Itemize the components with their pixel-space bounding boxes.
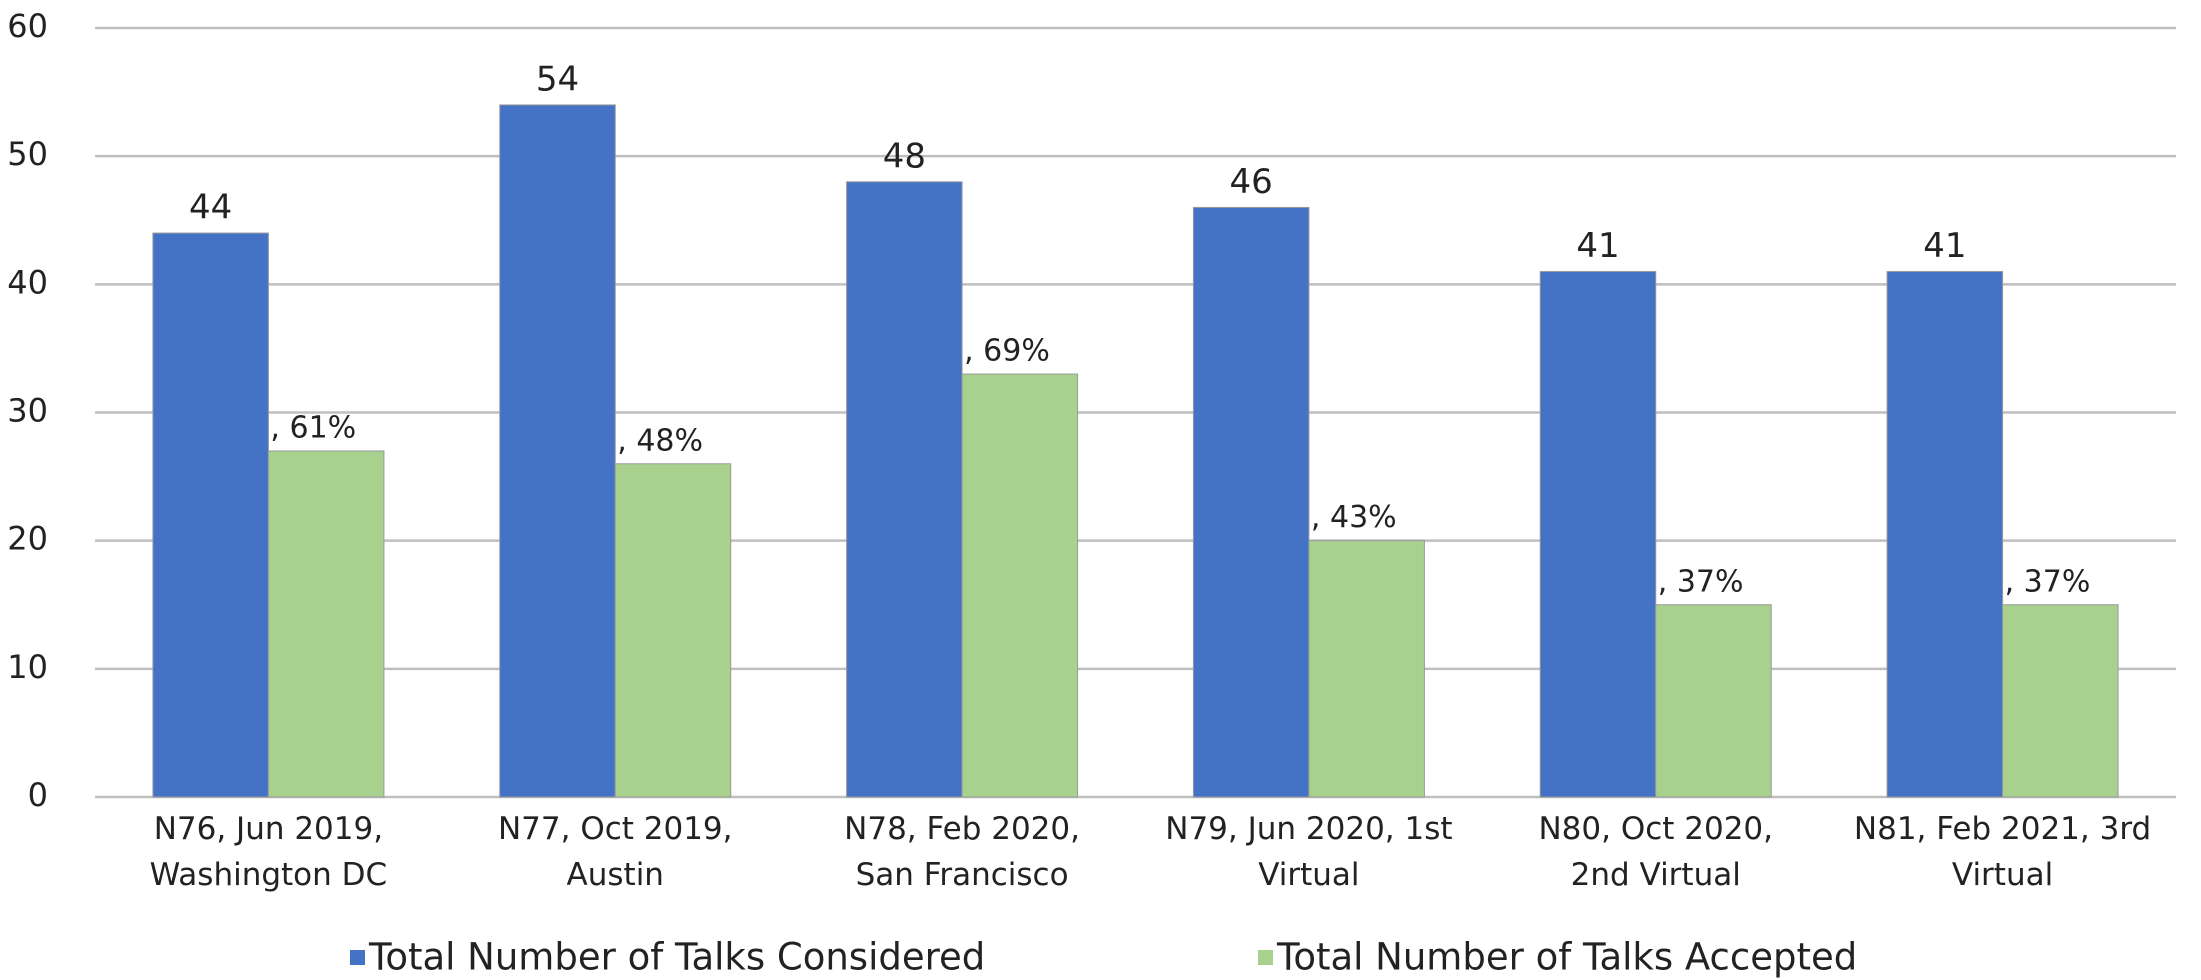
y-tick-label: 40: [7, 263, 48, 301]
data-label: , 48%: [617, 423, 703, 458]
y-tick-label: 30: [7, 392, 48, 430]
x-tick-label: N78, Feb 2020, San Francisco: [844, 811, 1080, 893]
x-tick-label: N76, Jun 2019, Washington DC: [149, 811, 388, 893]
x-tick-label: N81, Feb 2021, 3rd Virtual: [1853, 811, 2152, 893]
y-tick-label: 20: [7, 520, 48, 558]
data-label: , 43%: [1311, 500, 1397, 535]
bar: [1886, 271, 2004, 798]
x-tick-label: N80, Oct 2020, 2nd Virtual: [1538, 811, 1774, 893]
data-label: 54: [536, 59, 579, 99]
legend-label: Total Number of Talks Considered: [368, 936, 985, 979]
data-label: 41: [1576, 226, 1619, 266]
data-label: , 69%: [964, 334, 1050, 369]
bar: [846, 181, 963, 798]
bar: [614, 463, 732, 798]
legend-swatch: [1258, 950, 1273, 965]
x-tick-label: N79, Jun 2020, 1st Virtual: [1165, 811, 1453, 893]
bar: [1308, 540, 1425, 798]
bar: [267, 450, 385, 798]
bar: [961, 373, 1079, 798]
y-tick-label: 10: [7, 648, 48, 686]
bar: [1655, 604, 1772, 798]
legend-swatch: [350, 950, 365, 965]
data-label: 48: [883, 136, 926, 176]
y-tick-label: 50: [7, 135, 48, 173]
bar: [1539, 271, 1657, 798]
y-tick-label: 60: [7, 7, 48, 45]
data-label: , 37%: [2005, 564, 2091, 599]
data-label: 41: [1923, 226, 1966, 266]
bar: [1192, 206, 1310, 798]
bar: [499, 104, 616, 798]
y-tick-label: 0: [28, 776, 48, 814]
data-label: , 37%: [1658, 564, 1744, 599]
data-label: 44: [189, 188, 232, 228]
x-tick-label: N77, Oct 2019, Austin: [497, 811, 733, 893]
data-label: 46: [1230, 162, 1273, 202]
bar: [2002, 604, 2119, 798]
bar: [152, 232, 269, 798]
legend-label: Total Number of Talks Accepted: [1276, 936, 1857, 979]
data-label: , 61%: [270, 410, 356, 445]
